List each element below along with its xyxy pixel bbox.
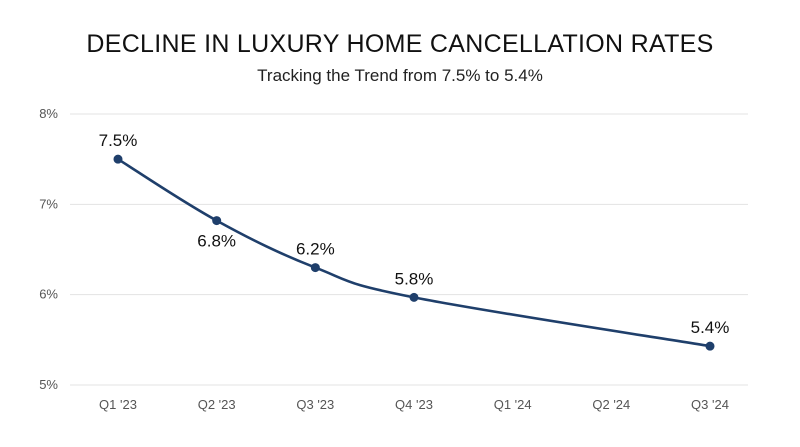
x-tick-label: Q1 '24: [494, 397, 532, 412]
y-axis-ticks: 5% 6% 7% 8%: [39, 106, 58, 392]
y-tick-label: 7%: [39, 196, 58, 211]
data-label: 6.2%: [296, 240, 335, 259]
gridlines: [70, 113, 748, 386]
y-tick-label: 6%: [39, 287, 58, 302]
data-label: 7.5%: [99, 131, 138, 150]
data-point-marker: [409, 292, 419, 302]
data-point-marker: [212, 216, 222, 226]
data-points: [113, 154, 715, 351]
x-axis-ticks: Q1 '23 Q2 '23 Q3 '23 Q4 '23 Q1 '24 Q2 '24 Q3 '…: [99, 397, 729, 412]
data-labels: 7.5% 6.8% 6.2% 5.8% 5.4%: [99, 131, 730, 337]
x-tick-label: Q1 '23: [99, 397, 137, 412]
x-tick-label: Q2 '24: [592, 397, 630, 412]
data-point-marker: [705, 341, 715, 351]
x-tick-label: Q3 '24: [691, 397, 729, 412]
chart-subtitle: Tracking the Trend from 7.5% to 5.4%: [257, 66, 543, 85]
x-tick-label: Q2 '23: [198, 397, 236, 412]
y-tick-label: 5%: [39, 377, 58, 392]
y-tick-label: 8%: [39, 106, 58, 121]
data-label: 5.4%: [691, 318, 730, 337]
data-label: 5.8%: [395, 269, 434, 288]
chart-title: DECLINE IN LUXURY HOME CANCELLATION RATE…: [86, 30, 714, 58]
series-line: [116, 157, 712, 348]
data-label: 6.8%: [197, 232, 236, 251]
x-tick-label: Q3 '23: [296, 397, 334, 412]
data-point-marker: [113, 154, 123, 164]
data-point-marker: [310, 263, 320, 273]
x-tick-label: Q4 '23: [395, 397, 433, 412]
